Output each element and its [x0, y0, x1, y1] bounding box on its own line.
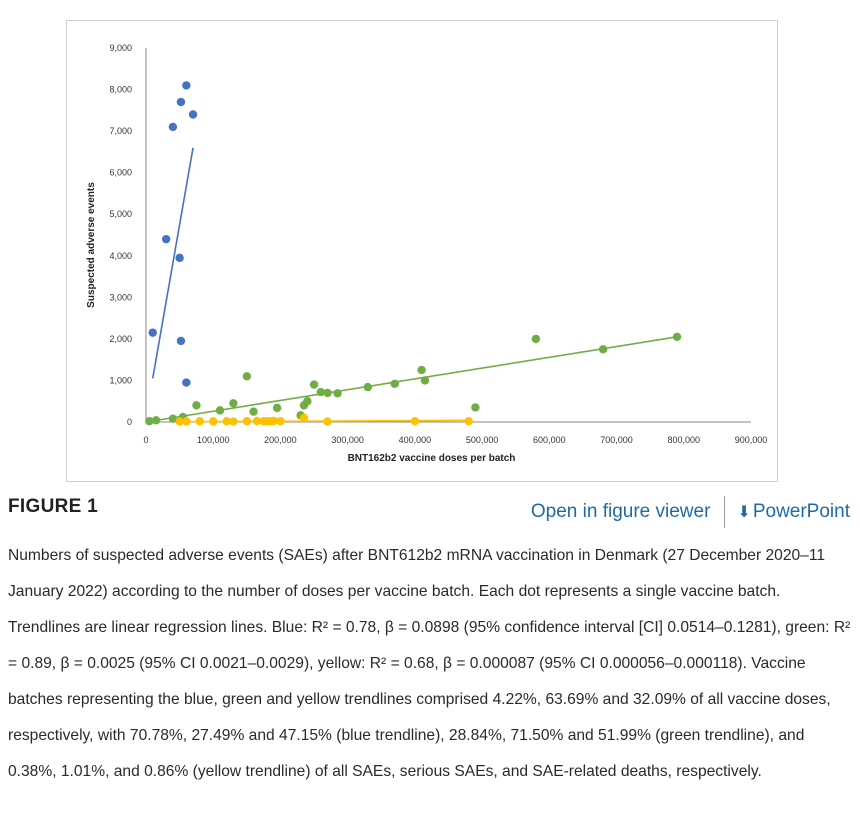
data-point-series-1	[249, 407, 258, 416]
y-tick-label: 0	[127, 417, 132, 427]
data-point-series-2	[299, 413, 309, 423]
data-point-series-0	[176, 336, 186, 346]
data-point-series-2	[229, 417, 238, 426]
y-tick-label: 8,000	[109, 85, 132, 95]
data-point-series-2	[175, 417, 184, 426]
data-point-series-1	[363, 382, 373, 392]
data-point-series-2	[410, 416, 420, 426]
x-tick-label: 300,000	[331, 435, 364, 445]
y-tick-label: 1,000	[109, 375, 132, 385]
y-tick-label: 2,000	[109, 334, 132, 344]
data-point-series-0	[148, 328, 157, 337]
x-tick-label: 100,000	[197, 435, 230, 445]
data-point-series-2	[182, 417, 191, 426]
x-tick-label: 200,000	[264, 435, 297, 445]
y-tick-label: 3,000	[109, 292, 132, 302]
scatter-chart: 0 1,000 2,000 3,000 4,000 5,000 6,000 7,000 8,00…	[86, 43, 768, 464]
data-point-series-2	[222, 416, 231, 426]
x-tick-label: 0	[143, 435, 148, 445]
data-point-series-1	[417, 365, 426, 375]
data-point-series-1	[303, 397, 312, 406]
data-point-series-2	[323, 417, 332, 426]
data-point-series-0	[175, 253, 184, 263]
data-point-series-1	[229, 399, 238, 408]
data-point-series-1	[309, 380, 319, 389]
figure-caption: Numbers of suspected adverse events (SAE…	[8, 547, 851, 780]
data-point-series-0	[176, 97, 186, 107]
open-figure-viewer-link[interactable]: Open in figure viewer	[530, 501, 711, 522]
data-point-series-1	[531, 334, 541, 344]
y-tick-label: 6,000	[109, 168, 132, 178]
data-point-series-1	[145, 416, 154, 426]
data-point-series-1	[598, 345, 608, 354]
data-point-series-0	[182, 81, 191, 90]
download-arrow-icon: ⬇	[737, 504, 751, 521]
figure-links: Open in figure viewer ⬇ PowerPoint	[531, 496, 850, 528]
data-point-series-0	[168, 122, 178, 132]
y-tick-label: 9,000	[109, 43, 132, 53]
trendline-1	[145, 336, 678, 423]
figure-image: 0 1,000 2,000 3,000 4,000 5,000 6,000 7,000 8,00…	[66, 20, 778, 482]
x-tick-label: 700,000	[600, 435, 633, 445]
data-point-series-1	[420, 376, 430, 385]
x-tick-label: 900,000	[735, 435, 768, 445]
x-tick-label: 500,000	[466, 435, 499, 445]
data-point-series-1	[168, 414, 178, 423]
data-point-series-0	[188, 110, 198, 119]
data-point-series-0	[161, 234, 171, 244]
data-point-series-1	[390, 379, 399, 388]
data-point-series-2	[252, 416, 262, 426]
data-point-series-1	[333, 389, 342, 398]
x-tick-label: 400,000	[399, 435, 432, 445]
data-point-series-1	[192, 401, 201, 410]
x-tick-label: 600,000	[533, 435, 566, 445]
data-point-series-1	[151, 416, 161, 425]
powerpoint-label: PowerPoint	[752, 501, 850, 522]
trendline-0	[151, 147, 194, 379]
data-point-series-2	[464, 416, 473, 426]
data-point-series-1	[242, 372, 252, 381]
y-axis-title: Suspected adverse events	[86, 182, 97, 308]
figure-label: FIGURE 1	[8, 496, 99, 517]
data-point-series-1	[316, 387, 325, 397]
powerpoint-download-link[interactable]: ⬇ PowerPoint	[737, 501, 850, 523]
data-point-series-1	[672, 332, 682, 342]
data-point-series-2	[269, 416, 278, 426]
y-tick-label: 5,000	[109, 209, 132, 219]
data-point-series-1	[323, 388, 332, 398]
data-point-series-1	[215, 406, 225, 415]
y-tick-label: 7,000	[109, 126, 132, 136]
data-point-series-1	[272, 403, 282, 413]
link-separator	[724, 496, 726, 528]
data-point-series-1	[471, 403, 480, 412]
x-tick-label: 800,000	[668, 435, 701, 445]
data-point-series-2	[195, 416, 204, 426]
data-point-series-2	[276, 416, 285, 426]
y-tick-label: 4,000	[109, 251, 132, 261]
data-point-series-0	[182, 378, 191, 387]
data-point-series-2	[209, 417, 218, 426]
x-axis-title: BNT162b2 vaccine doses per batch	[348, 453, 516, 464]
data-point-series-2	[242, 416, 252, 426]
